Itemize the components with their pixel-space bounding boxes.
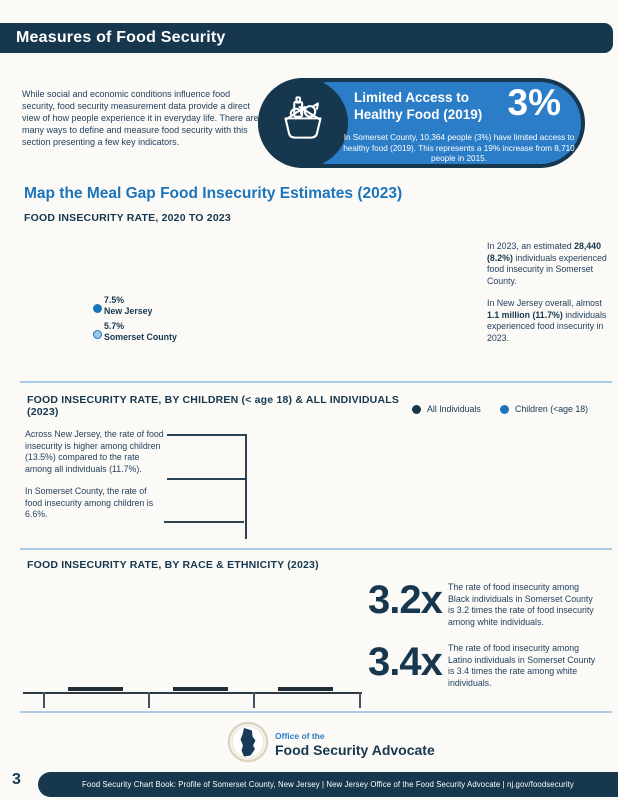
legend-all-individuals: All Individuals	[412, 404, 481, 414]
all-individuals-legend-dot-icon	[412, 404, 421, 414]
footer-text: Food Security Chart Book: Profile of Som…	[82, 780, 574, 789]
section-divider-3	[20, 711, 612, 713]
badge-title: Limited Access to Healthy Food (2019)	[354, 90, 483, 122]
somerset-county-marker-icon	[93, 330, 102, 339]
badge-description: In Somerset County, 10,364 people (3%) h…	[343, 133, 575, 163]
page-header-bar: Measures of Food Security	[0, 23, 613, 53]
stat-text-black: The rate of food insecurity among Black …	[448, 582, 594, 627]
chart2-note-paragraph-1: Across New Jersey, the rate of food inse…	[25, 429, 164, 474]
chart2-note-paragraph-2: In Somerset County, the rate of food ins…	[25, 486, 154, 519]
chart3-bar-base-1	[68, 687, 123, 691]
chart2-gridline-bottom	[164, 521, 244, 523]
children-legend-dot-icon	[500, 404, 509, 414]
chart1-heading: FOOD INSECURITY RATE, 2020 TO 2023	[24, 212, 231, 224]
chart3-axis-line	[23, 692, 362, 694]
new-jersey-marker-label: 7.5% New Jersey	[104, 295, 153, 316]
food-security-advocate-logo: Office of the Food Security Advocate	[226, 720, 435, 769]
footer-bar: Food Security Chart Book: Profile of Som…	[38, 772, 618, 797]
section-divider-1	[20, 381, 612, 383]
section-heading-map-meal-gap: Map the Meal Gap Food Insecurity Estimat…	[24, 185, 403, 202]
chart2-side-note: Across New Jersey, the rate of food inse…	[25, 429, 165, 521]
chart2-axis-vertical-line	[245, 434, 247, 539]
chart3-bar-base-3	[278, 687, 333, 691]
somerset-county-marker-label: 5.7% Somerset County	[104, 321, 177, 342]
page-number: 3	[12, 771, 21, 788]
intro-paragraph: While social and economic conditions inf…	[22, 89, 259, 147]
stat-multiplier-latino: 3.4x	[368, 640, 443, 684]
badge-blue-panel	[316, 82, 581, 164]
new-jersey-marker-icon	[93, 304, 102, 313]
chart1-note-paragraph-2: In New Jersey overall, almost 1.1 millio…	[487, 298, 607, 343]
logo-text: Office of the Food Security Advocate	[275, 731, 435, 758]
legend-children: Children (<age 18)	[500, 404, 588, 414]
chart1-side-note: In 2023, an estimated 28,440 (8.2%) indi…	[487, 241, 613, 344]
chart3-heading: FOOD INSECURITY RATE, BY RACE & ETHNICIT…	[27, 559, 319, 571]
chart2-gridline-middle	[167, 478, 247, 480]
grocery-basket-icon	[275, 93, 331, 154]
stat-text-latino: The rate of food insecurity among Latino…	[448, 643, 596, 688]
nj-state-emblem-icon	[226, 720, 270, 769]
section-divider-2	[20, 548, 612, 550]
chart3-axis-tick-3	[253, 692, 255, 708]
chart2-gridline-top	[167, 434, 247, 436]
chart3-axis-tick-1	[43, 692, 45, 708]
chart3-axis-tick-4	[359, 692, 361, 708]
chart3-bar-base-2	[173, 687, 228, 691]
page-title: Measures of Food Security	[16, 29, 226, 46]
chart1-note-paragraph-1: In 2023, an estimated 28,440 (8.2%) indi…	[487, 241, 607, 286]
logo-text-top: Office of the	[275, 731, 325, 741]
stat-multiplier-black: 3.2x	[368, 578, 443, 622]
logo-text-bottom: Food Security Advocate	[275, 742, 435, 758]
chart3-axis-tick-2	[148, 692, 150, 708]
badge-icon-circle	[258, 78, 348, 168]
chart2-heading: FOOD INSECURITY RATE, BY CHILDREN (< age…	[27, 394, 400, 418]
limited-access-badge: Limited Access to Healthy Food (2019) 3%…	[258, 78, 585, 168]
badge-value: 3%	[507, 82, 561, 123]
